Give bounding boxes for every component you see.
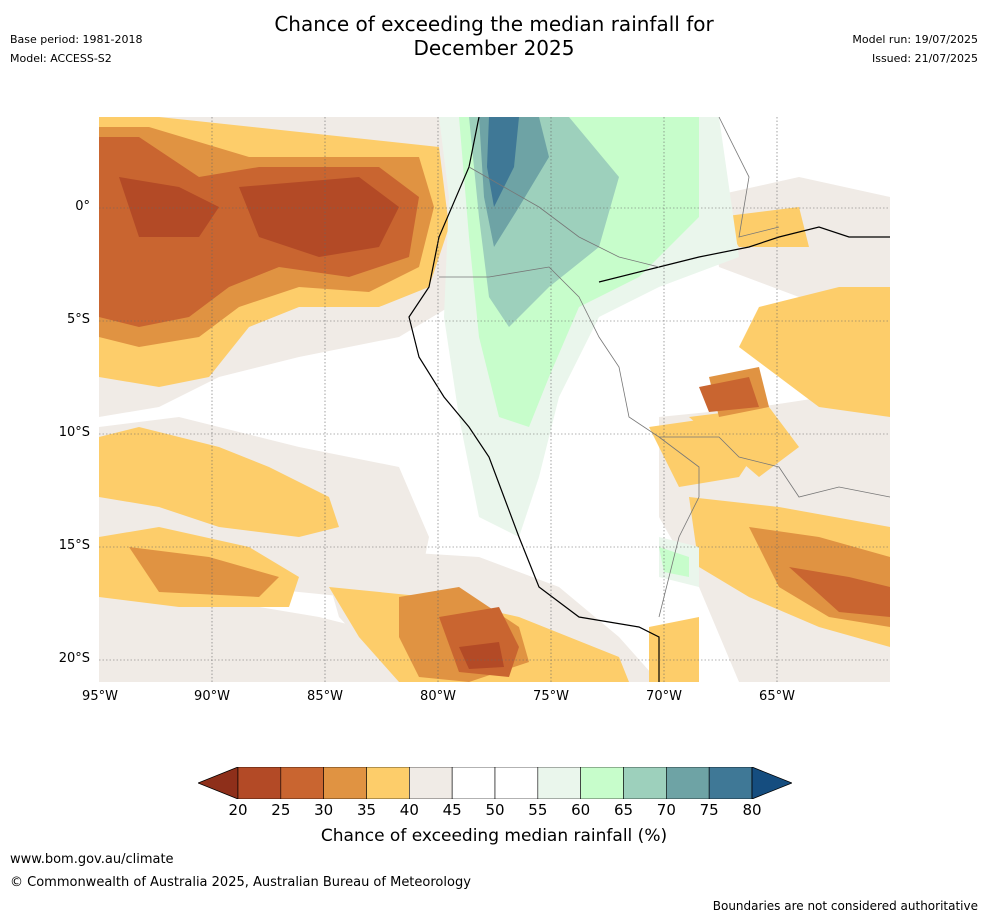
colorbar-swatch bbox=[366, 767, 410, 799]
coastline bbox=[408, 117, 890, 682]
colorbar-tick-label: 80 bbox=[742, 801, 762, 819]
colorbar-swatch bbox=[537, 767, 581, 799]
colorbar-swatch bbox=[666, 767, 710, 799]
colorbar-tick-label: 40 bbox=[399, 801, 419, 819]
colorbar-swatch bbox=[580, 767, 624, 799]
colorbar-swatch bbox=[409, 767, 453, 799]
colorbar-swatch bbox=[237, 767, 282, 799]
colorbar-tick-label: 45 bbox=[442, 801, 462, 819]
lon-label-65w: 65°W bbox=[759, 689, 795, 704]
lon-label-85w: 85°W bbox=[307, 689, 343, 704]
colorbar-swatch bbox=[323, 767, 367, 799]
issued-date: Issued: 21/07/2025 bbox=[871, 52, 978, 65]
rainfall-map bbox=[99, 117, 890, 682]
colorbar-swatch bbox=[623, 767, 667, 799]
colorbar-swatch bbox=[708, 767, 753, 799]
graticule bbox=[99, 117, 890, 682]
colorbar-swatch bbox=[280, 767, 324, 799]
colorbar-tick-label: 50 bbox=[485, 801, 505, 819]
lat-label-0: 0° bbox=[75, 199, 90, 214]
title-line-1: Chance of exceeding the median rainfall … bbox=[274, 12, 714, 36]
colorbar-extend-high bbox=[751, 767, 792, 799]
lat-label-10s: 10°S bbox=[58, 425, 90, 440]
base-period: Base period: 1981-2018 bbox=[10, 33, 143, 46]
map-title: Chance of exceeding the median rainfall … bbox=[0, 12, 988, 60]
colorbar-title: Chance of exceeding median rainfall (%) bbox=[320, 826, 668, 846]
lon-label-95w: 95°W bbox=[82, 689, 118, 704]
colorbar bbox=[198, 767, 792, 799]
colorbar-tick-label: 75 bbox=[699, 801, 719, 819]
colorbar-extend-low bbox=[198, 767, 239, 799]
blue-80-regions bbox=[487, 117, 519, 207]
lon-label-90w: 90°W bbox=[194, 689, 230, 704]
title-line-2: December 2025 bbox=[413, 36, 575, 60]
footer-copyright: © Commonwealth of Australia 2025, Austra… bbox=[10, 875, 471, 890]
colorbar-tick-label: 65 bbox=[613, 801, 634, 819]
colorbar-tick-label: 30 bbox=[314, 801, 334, 819]
colorbar-tick-label: 25 bbox=[271, 801, 291, 819]
country-borders bbox=[439, 117, 890, 618]
colorbar-tick-label: 35 bbox=[356, 801, 377, 819]
lat-label-5s: 5°S bbox=[66, 312, 90, 327]
meta-left: Base period: 1981-2018 Model: ACCESS-S2 bbox=[10, 30, 142, 68]
model-name: Model: ACCESS-S2 bbox=[10, 52, 112, 65]
lat-label-15s: 15°S bbox=[58, 538, 90, 553]
lat-label-20s: 20°S bbox=[58, 651, 90, 666]
colorbar-swatch bbox=[451, 767, 496, 799]
meta-right: Model run: 19/07/2025 Issued: 21/07/2025 bbox=[852, 30, 978, 68]
colorbar-tick-label: 20 bbox=[228, 801, 248, 819]
model-run: Model run: 19/07/2025 bbox=[852, 33, 978, 46]
lon-label-75w: 75°W bbox=[533, 689, 569, 704]
colorbar-swatch bbox=[494, 767, 539, 799]
lon-label-70w: 70°W bbox=[646, 689, 682, 704]
colorbar-tick-label: 55 bbox=[528, 801, 548, 819]
footer-url: www.bom.gov.au/climate bbox=[10, 852, 174, 867]
colorbar-tick-label: 60 bbox=[571, 801, 591, 819]
colorbar-tick-label: 70 bbox=[656, 801, 676, 819]
disclaimer: Boundaries are not considered authoritat… bbox=[712, 899, 978, 913]
brown-20-25-regions bbox=[119, 177, 504, 669]
lon-label-80w: 80°W bbox=[420, 689, 456, 704]
